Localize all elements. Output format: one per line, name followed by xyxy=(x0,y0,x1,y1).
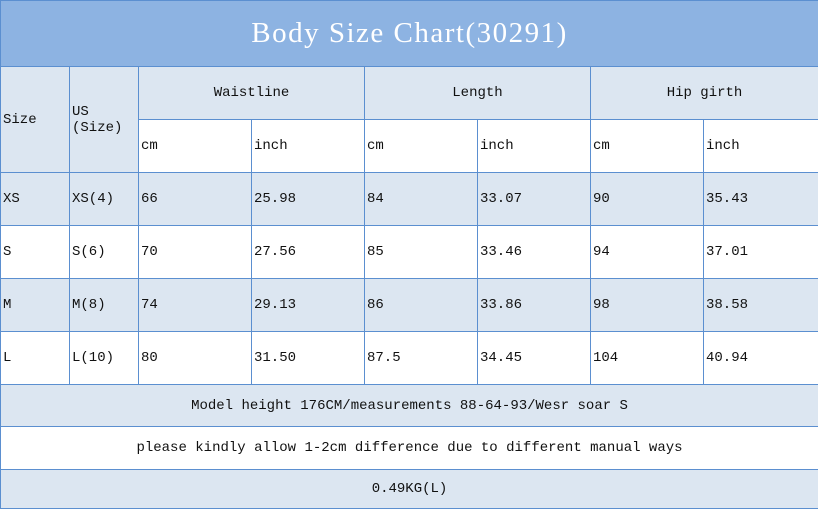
value-cell: 29.13 xyxy=(252,279,365,332)
value-cell: 80 xyxy=(139,332,252,385)
chart-title: Body Size Chart(30291) xyxy=(1,1,818,67)
value-cell: 40.94 xyxy=(704,332,818,385)
value-cell: 94 xyxy=(591,226,704,279)
header-size: Size xyxy=(1,67,70,173)
unit-cell: cm xyxy=(139,120,252,173)
value-cell: 86 xyxy=(365,279,478,332)
us-cell: M(8) xyxy=(70,279,139,332)
size-cell: XS xyxy=(1,173,70,226)
value-cell: 25.98 xyxy=(252,173,365,226)
unit-cell: inch xyxy=(704,120,818,173)
header-us-size: US(Size) xyxy=(70,67,139,173)
size-cell: M xyxy=(1,279,70,332)
value-cell: 85 xyxy=(365,226,478,279)
value-cell: 37.01 xyxy=(704,226,818,279)
value-cell: 70 xyxy=(139,226,252,279)
value-cell: 33.46 xyxy=(478,226,591,279)
header-us-line2: (Size) xyxy=(72,120,122,136)
unit-cell: inch xyxy=(252,120,365,173)
note-model-measurements: Model height 176CM/measurements 88-64-93… xyxy=(1,385,818,427)
value-cell: 87.5 xyxy=(365,332,478,385)
value-cell: 38.58 xyxy=(704,279,818,332)
value-cell: 33.86 xyxy=(478,279,591,332)
value-cell: 33.07 xyxy=(478,173,591,226)
unit-cell: cm xyxy=(591,120,704,173)
us-cell: S(6) xyxy=(70,226,139,279)
value-cell: 84 xyxy=(365,173,478,226)
size-cell: S xyxy=(1,226,70,279)
value-cell: 66 xyxy=(139,173,252,226)
header-us-line1: US xyxy=(72,104,89,120)
header-hip-girth: Hip girth xyxy=(591,67,818,120)
us-cell: L(10) xyxy=(70,332,139,385)
us-cell: XS(4) xyxy=(70,173,139,226)
value-cell: 74 xyxy=(139,279,252,332)
value-cell: 27.56 xyxy=(252,226,365,279)
value-cell: 35.43 xyxy=(704,173,818,226)
size-cell: L xyxy=(1,332,70,385)
value-cell: 98 xyxy=(591,279,704,332)
header-length: Length xyxy=(365,67,591,120)
header-waistline: Waistline xyxy=(139,67,365,120)
note-weight: 0.49KG(L) xyxy=(1,470,818,509)
unit-cell: inch xyxy=(478,120,591,173)
value-cell: 34.45 xyxy=(478,332,591,385)
value-cell: 31.50 xyxy=(252,332,365,385)
unit-cell: cm xyxy=(365,120,478,173)
value-cell: 90 xyxy=(591,173,704,226)
note-difference: please kindly allow 1-2cm difference due… xyxy=(1,427,818,470)
value-cell: 104 xyxy=(591,332,704,385)
